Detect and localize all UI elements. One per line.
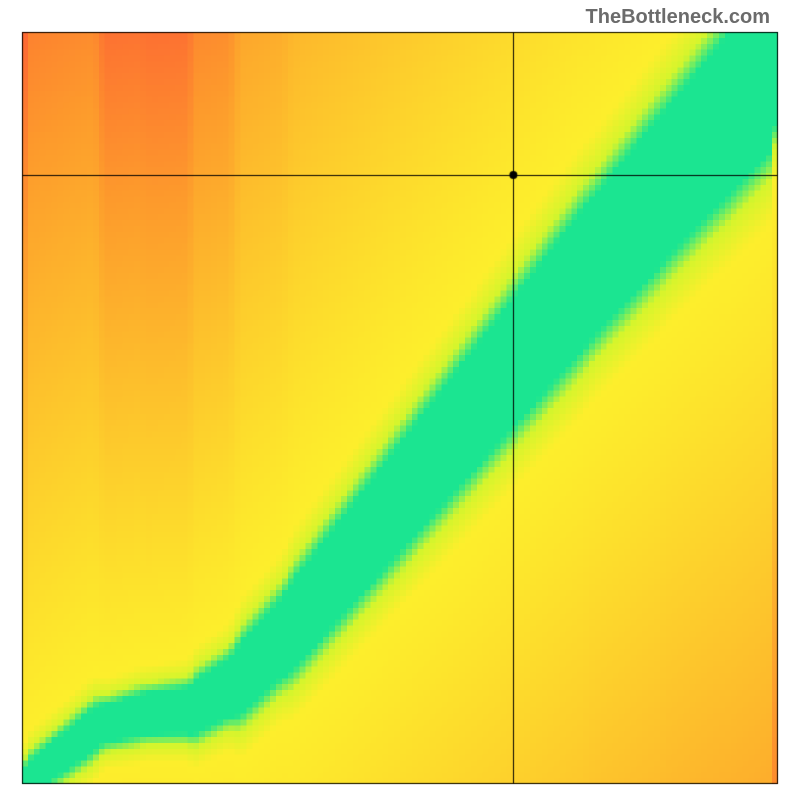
watermark-text: TheBottleneck.com <box>586 6 770 29</box>
chart-container: TheBottleneck.com <box>0 0 800 800</box>
overlay-canvas <box>0 0 800 800</box>
